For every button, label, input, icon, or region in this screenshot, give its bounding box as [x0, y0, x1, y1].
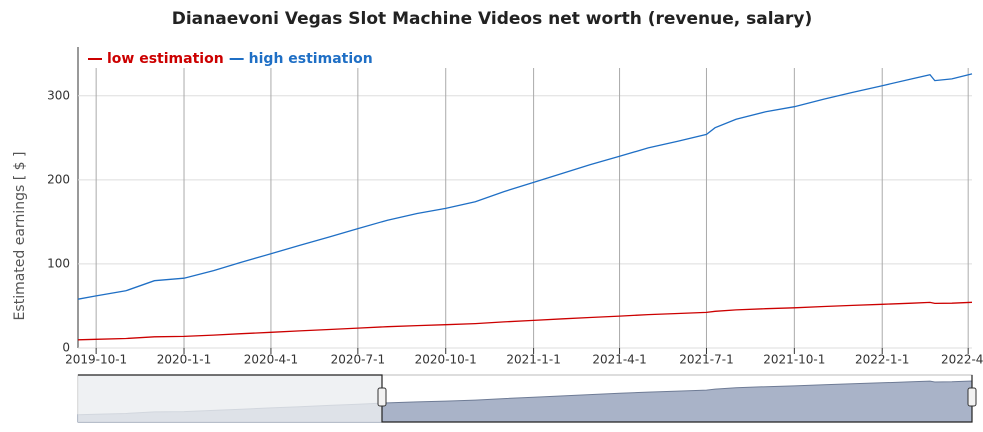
x-tick-label: 2020-1-1 — [157, 353, 211, 367]
x-tick-label: 2022-4-1 — [941, 353, 983, 367]
x-tick-label: 2020-10-1 — [415, 353, 477, 367]
navigator-group — [77, 374, 977, 423]
x-tick-label: 2020-7-1 — [331, 353, 385, 367]
legend-label: high estimation — [249, 51, 373, 67]
y-tick-label: 200 — [47, 172, 70, 186]
x-tick-label: 2019-10-1 — [65, 353, 127, 367]
x-tick-label: 2021-4-1 — [592, 353, 646, 367]
chart-title: Dianaevoni Vegas Slot Machine Videos net… — [172, 9, 813, 29]
y-tick-label: 0 — [62, 341, 70, 355]
navigator-handle[interactable] — [967, 387, 977, 407]
x-tick-label: 2021-7-1 — [679, 353, 733, 367]
line — [77, 73, 973, 300]
navigator-mask — [78, 375, 382, 422]
line — [77, 301, 973, 341]
y-tick-label: 100 — [47, 256, 70, 270]
x-tick-label: 2021-1-1 — [506, 353, 560, 367]
y-tick-label: 300 — [47, 88, 70, 102]
x-tick-label: 2020-4-1 — [244, 353, 298, 367]
legend-label: low estimation — [107, 51, 224, 67]
x-tick-label: 2022-1-1 — [855, 353, 909, 367]
y-axis-label: Estimated earnings [ $ ] — [12, 152, 28, 321]
navigator-handle[interactable] — [377, 387, 387, 407]
x-tick-label: 2021-10-1 — [763, 353, 825, 367]
